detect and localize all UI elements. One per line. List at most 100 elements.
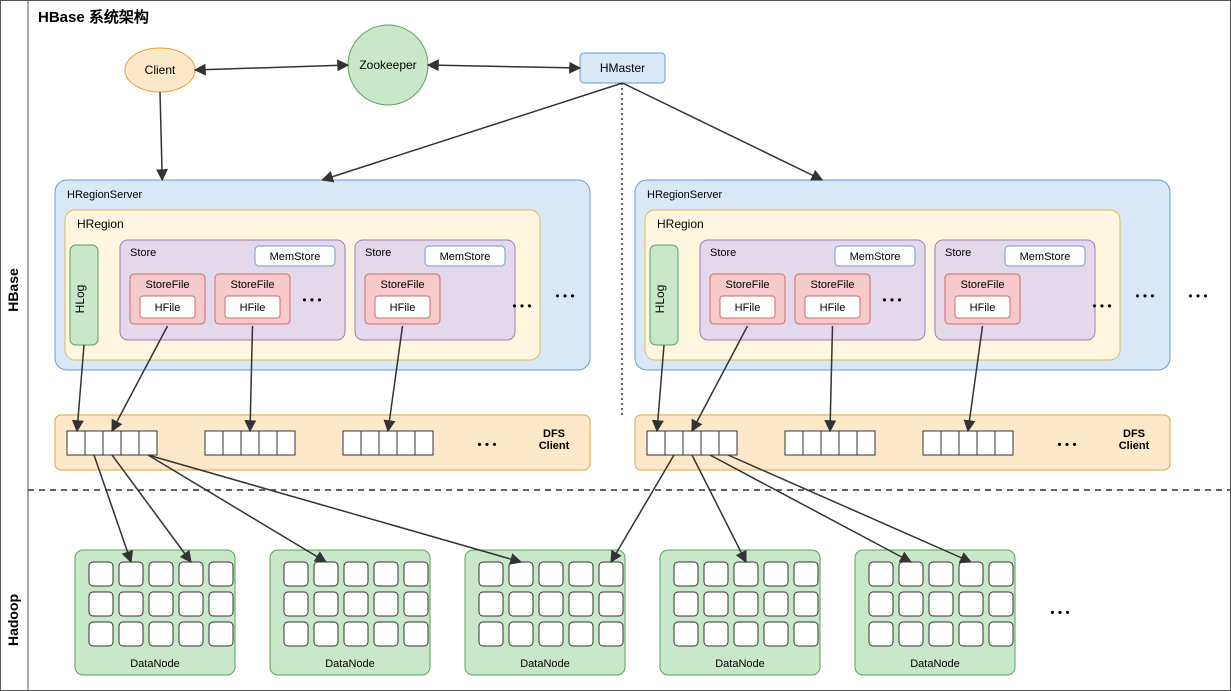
datanode-cell [314, 592, 338, 616]
datanode-cell [404, 622, 428, 646]
svg-text:• • •: • • • [1050, 606, 1069, 620]
datanode-cell [674, 622, 698, 646]
hregion-label: HRegion [77, 217, 124, 231]
dfs-cell [701, 431, 719, 455]
datanode-cell [704, 592, 728, 616]
datanode-cell [899, 592, 923, 616]
dfs-cell [803, 431, 821, 455]
dfs-cell [343, 431, 361, 455]
architecture-diagram: HBase 系统架构HBaseHadoopClientZookeeperHMas… [0, 0, 1231, 691]
svg-text:HFile: HFile [390, 302, 416, 314]
dfs-cell [719, 431, 737, 455]
datanode-cell [794, 592, 818, 616]
store-label: Store [365, 247, 391, 259]
svg-text:• • •: • • • [477, 438, 496, 452]
datanode-cell [209, 592, 233, 616]
dfs-client-label: DFSClient [539, 428, 570, 452]
datanode-cell [674, 562, 698, 586]
datanode-cell [539, 562, 563, 586]
hregion-label: HRegion [657, 217, 704, 231]
section-hbase: HBase [5, 268, 21, 312]
hregionserver-label: HRegionServer [67, 189, 143, 201]
datanode-cell [89, 562, 113, 586]
datanode-cell [509, 592, 533, 616]
datanode-cell [734, 592, 758, 616]
dfs-cell [977, 431, 995, 455]
datanode-cell [479, 592, 503, 616]
datanode-cell [869, 562, 893, 586]
datanode-cell [569, 622, 593, 646]
datanode-cell [704, 562, 728, 586]
datanode-cell [899, 622, 923, 646]
dfs-cell [379, 431, 397, 455]
svg-text:HFile: HFile [155, 302, 181, 314]
datanode-cell [344, 562, 368, 586]
datanode-label: DataNode [910, 658, 960, 670]
datanode-cell [869, 622, 893, 646]
svg-text:• • •: • • • [512, 299, 531, 313]
dfs-cell [665, 431, 683, 455]
store-label: Store [945, 247, 971, 259]
dfs-cell [415, 431, 433, 455]
store-label: Store [130, 247, 156, 259]
datanode-cell [929, 622, 953, 646]
client: Client [145, 63, 176, 77]
zookeeper: Zookeeper [359, 58, 416, 72]
datanode-cell [344, 622, 368, 646]
datanode-cell [869, 592, 893, 616]
svg-text:• • •: • • • [302, 293, 321, 307]
datanode-cell [119, 592, 143, 616]
datanode-cell [149, 592, 173, 616]
section-hadoop: Hadoop [5, 594, 21, 646]
dfs-cell [121, 431, 139, 455]
dfs-cell [995, 431, 1013, 455]
datanode-cell [284, 622, 308, 646]
svg-text:MemStore: MemStore [850, 251, 901, 263]
dfs-client-label: DFSClient [1119, 428, 1150, 452]
datanode-cell [989, 622, 1013, 646]
dfs-cell [139, 431, 157, 455]
datanode-cell [119, 562, 143, 586]
datanode-cell [284, 592, 308, 616]
datanode-cell [539, 592, 563, 616]
dfs-cell [959, 431, 977, 455]
datanode-cell [929, 592, 953, 616]
datanode-cell [344, 592, 368, 616]
svg-text:MemStore: MemStore [1020, 251, 1071, 263]
dfs-cell [683, 431, 701, 455]
datanode-label: DataNode [520, 658, 570, 670]
dfs-cell [103, 431, 121, 455]
datanode-cell [89, 622, 113, 646]
datanode-cell [179, 562, 203, 586]
svg-text:HFile: HFile [820, 302, 846, 314]
svg-text:StoreFile: StoreFile [725, 279, 769, 291]
dfs-cell [241, 431, 259, 455]
svg-text:• • •: • • • [555, 289, 574, 303]
datanode-cell [149, 562, 173, 586]
datanode-cell [569, 562, 593, 586]
dfs-cell [785, 431, 803, 455]
dfs-cell [647, 431, 665, 455]
datanode-cell [734, 562, 758, 586]
datanode-cell [959, 622, 983, 646]
datanode-label: DataNode [325, 658, 375, 670]
datanode-cell [149, 622, 173, 646]
dfs-cell [923, 431, 941, 455]
datanode-cell [959, 562, 983, 586]
svg-text:HFile: HFile [735, 302, 761, 314]
datanode-cell [599, 592, 623, 616]
datanode-cell [929, 562, 953, 586]
svg-text:StoreFile: StoreFile [810, 279, 854, 291]
datanode-cell [569, 592, 593, 616]
svg-text:• • •: • • • [1092, 299, 1111, 313]
datanode-cell [989, 592, 1013, 616]
svg-text:MemStore: MemStore [270, 251, 321, 263]
svg-text:StoreFile: StoreFile [145, 279, 189, 291]
datanode-cell [314, 562, 338, 586]
datanode-cell [374, 562, 398, 586]
datanode-cell [794, 562, 818, 586]
datanode-cell [794, 622, 818, 646]
datanode-cell [314, 622, 338, 646]
dfs-cell [397, 431, 415, 455]
datanode-label: DataNode [130, 658, 180, 670]
